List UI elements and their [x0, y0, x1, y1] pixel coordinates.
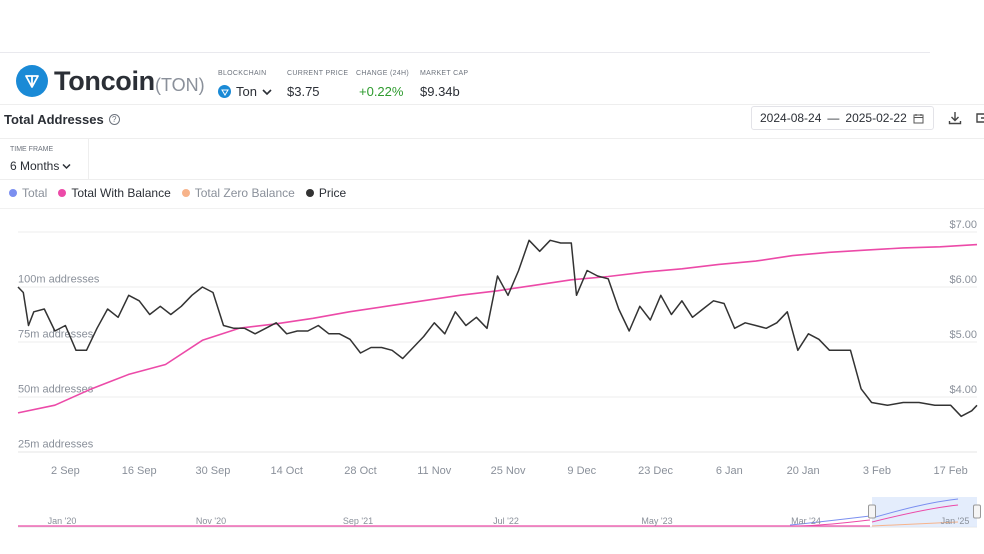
- question-circle-icon[interactable]: ?: [108, 114, 120, 125]
- y-left-tick-label: 100m addresses: [18, 274, 100, 286]
- date-range-picker[interactable]: 2024-08-24 — 2025-02-22: [751, 106, 934, 130]
- navigator-balance-line-selected: [871, 504, 959, 523]
- divider: [0, 138, 984, 139]
- navigator-handle[interactable]: [973, 504, 981, 519]
- legend-item-total-with-balance[interactable]: Total With Balance: [58, 186, 171, 200]
- current-price: CURRENT PRICE $3.75: [287, 70, 348, 99]
- x-tick-label: 9 Dec: [567, 465, 596, 477]
- x-tick-label: 30 Sep: [196, 465, 231, 477]
- navigator-tick-label: Jan '20: [48, 516, 77, 526]
- navigator-total-line-selected: [871, 498, 959, 519]
- navigator-tick-label: Mar '24: [791, 516, 821, 526]
- legend-dot: [305, 189, 314, 197]
- navigator-zero-line-selected: [871, 521, 959, 527]
- y-left-tick-label: 50m addresses: [18, 384, 94, 396]
- change-label: CHANGE (24H): [356, 70, 409, 77]
- divider: [0, 104, 984, 105]
- legend-dot: [9, 189, 17, 197]
- chevron-down-icon: [62, 163, 71, 169]
- x-tick-label: 20 Jan: [787, 465, 820, 477]
- calendar-icon: [913, 113, 924, 123]
- x-tick-label: 17 Feb: [934, 465, 968, 477]
- legend-label: Price: [318, 186, 347, 200]
- legend-item-price[interactable]: Price: [305, 186, 347, 200]
- x-tick-label: 14 Oct: [271, 465, 303, 477]
- total-with-balance-line: [17, 243, 978, 414]
- download-icon[interactable]: [948, 111, 962, 125]
- timeframe-value: 6 Months: [10, 159, 60, 173]
- navigator-total-line: [789, 515, 871, 526]
- chevron-down-icon: [262, 88, 272, 95]
- legend-item-total[interactable]: Total: [9, 186, 47, 200]
- ton-chain-icon: [218, 85, 231, 98]
- coin-header: Toncoin (TON) BLOCKCHAIN Ton CURRENT PRI…: [0, 62, 984, 102]
- date-from: 2024-08-24: [760, 111, 822, 125]
- chart-title-text: Total Addresses: [4, 112, 104, 127]
- x-tick-label: 2 Sep: [51, 465, 80, 477]
- y-left-tick-label: 25m addresses: [18, 439, 94, 451]
- legend-dot: [181, 189, 190, 197]
- top-divider: [0, 52, 930, 53]
- coin-name: Toncoin: [54, 66, 155, 96]
- x-tick-label: 28 Oct: [344, 465, 376, 477]
- expand-icon[interactable]: [973, 111, 984, 125]
- legend-label: Total Zero Balance: [194, 186, 295, 200]
- date-to: 2025-02-22: [845, 111, 907, 125]
- legend-item-total-zero-balance[interactable]: Total Zero Balance: [181, 186, 295, 200]
- x-tick-label: 23 Dec: [638, 465, 673, 477]
- date-separator: —: [827, 111, 840, 125]
- navigator-tick-label: May '23: [641, 516, 672, 526]
- current-price-label: CURRENT PRICE: [287, 70, 349, 77]
- y-right-tick-label: $5.00: [949, 329, 977, 341]
- market-cap-label: MARKET CAP: [420, 70, 469, 77]
- navigator-selection: [872, 497, 977, 527]
- navigator-balance-curve: [799, 519, 871, 527]
- x-tick-label: 11 Nov: [417, 465, 452, 477]
- x-tick-label: 3 Feb: [863, 465, 891, 477]
- x-tick-label: 16 Sep: [122, 465, 157, 477]
- navigator-tick-label: Jul '22: [493, 516, 519, 526]
- change-value: +0.22%: [359, 84, 404, 99]
- divider: [0, 208, 984, 209]
- blockchain-label: BLOCKCHAIN: [218, 70, 267, 77]
- chart-title: Total Addresses ?: [4, 112, 120, 127]
- price-line: [17, 239, 978, 418]
- navigator-tick-label: Jan '25: [941, 516, 970, 526]
- y-left-tick-label: 75m addresses: [18, 329, 94, 341]
- coin-symbol: (TON): [155, 75, 205, 95]
- y-right-tick-label: $6.00: [949, 274, 977, 286]
- current-price-value: $3.75: [287, 84, 320, 99]
- blockchain-selector[interactable]: BLOCKCHAIN Ton: [218, 70, 272, 99]
- timeframe-label: TIME FRAME: [10, 146, 54, 153]
- legend-dot: [58, 189, 67, 197]
- x-tick-label: 6 Jan: [716, 465, 743, 477]
- y-right-tick-label: $7.00: [949, 219, 977, 231]
- legend-label: Total: [22, 186, 48, 200]
- ton-diamond-icon: [16, 65, 48, 97]
- navigator-handle[interactable]: [868, 504, 876, 519]
- chart-legend: Total Total With Balance Total Zero Bala…: [9, 186, 346, 200]
- market-cap: MARKET CAP $9.34b: [420, 70, 468, 99]
- x-tick-label: 25 Nov: [491, 465, 526, 477]
- divider: [0, 179, 984, 180]
- navigator-tick-label: Sep '21: [343, 516, 373, 526]
- blockchain-value: Ton: [236, 84, 257, 99]
- timeframe-selector[interactable]: TIME FRAME 6 Months: [0, 139, 89, 179]
- market-cap-value: $9.34b: [420, 84, 460, 99]
- legend-label: Total With Balance: [71, 186, 171, 200]
- change-24h: CHANGE (24H) +0.22%: [356, 70, 409, 99]
- navigator-tick-label: Nov '20: [196, 516, 226, 526]
- y-right-tick-label: $4.00: [949, 384, 977, 396]
